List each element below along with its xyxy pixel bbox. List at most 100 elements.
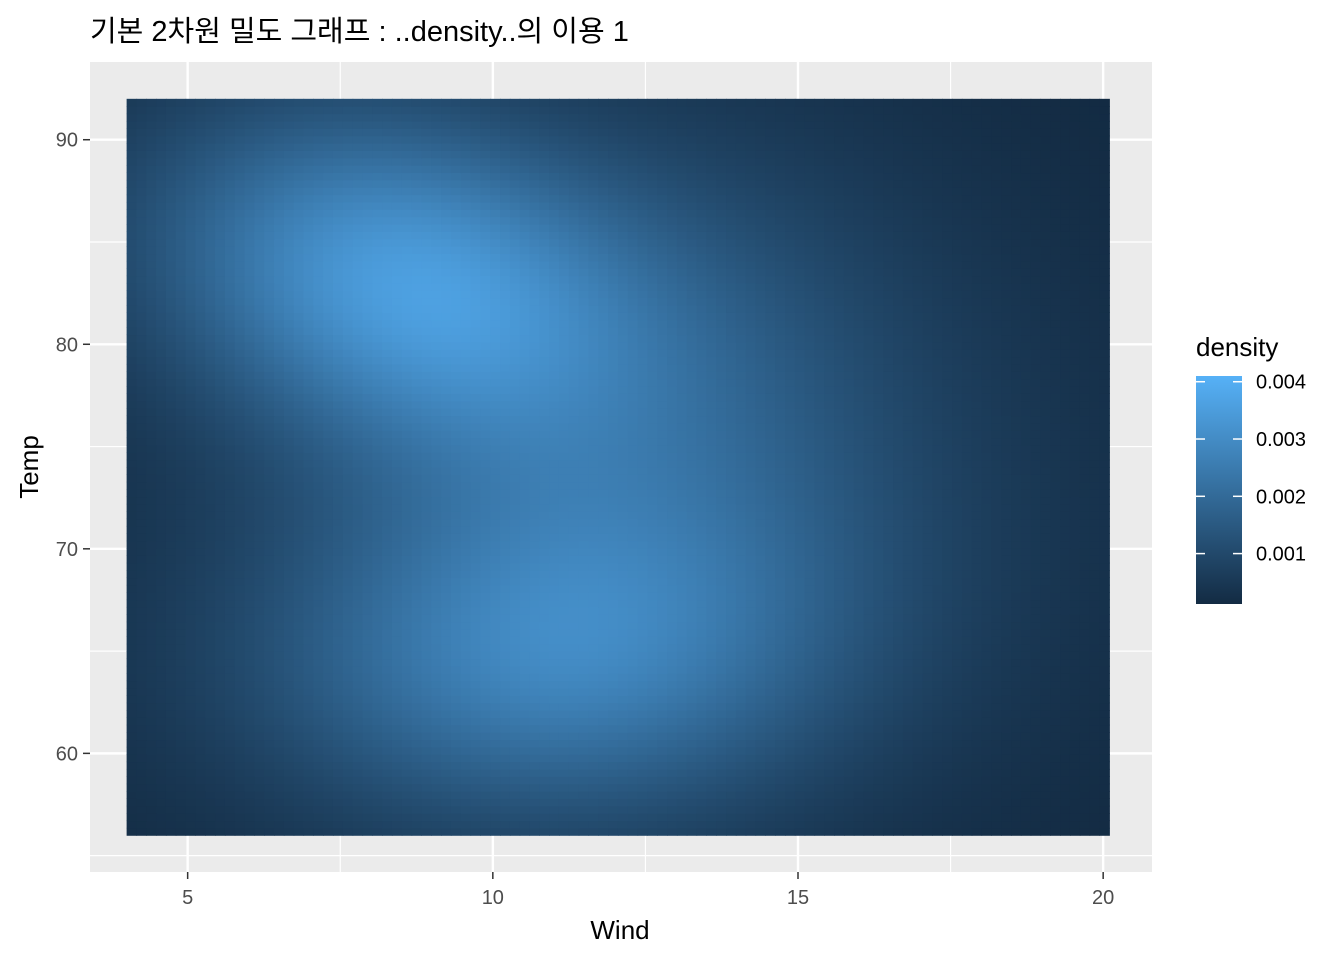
density-cell — [136, 673, 147, 682]
density-cell — [490, 724, 501, 733]
density-cell — [1040, 599, 1051, 608]
density-cell — [991, 820, 1002, 829]
density-cell — [274, 754, 285, 763]
density-cell — [421, 805, 432, 814]
density-cell — [922, 599, 933, 608]
density-cell — [558, 525, 570, 534]
density-cell — [726, 496, 737, 505]
density-cell — [1001, 695, 1012, 704]
density-cell — [785, 474, 796, 483]
density-cell — [1060, 621, 1071, 630]
density-cell — [401, 555, 413, 564]
density-cell — [411, 511, 423, 520]
density-cell — [873, 710, 884, 718]
density-cell — [716, 687, 727, 696]
density-cell — [509, 643, 521, 652]
density-cell — [1060, 562, 1071, 571]
density-cell — [1020, 629, 1032, 637]
density-cell — [274, 562, 285, 571]
density-cell — [244, 724, 255, 733]
density-cell — [775, 636, 786, 645]
density-cell — [185, 643, 197, 652]
density-cell — [549, 599, 560, 608]
density-cell — [676, 813, 688, 822]
density-cell — [441, 518, 452, 527]
density-cell — [500, 555, 511, 564]
density-cell — [1030, 540, 1042, 549]
density-cell — [500, 570, 511, 579]
density-cell — [902, 562, 914, 571]
density-cell — [195, 739, 206, 748]
density-cell — [735, 555, 747, 564]
density-cell — [509, 791, 521, 799]
density-cell — [981, 643, 992, 652]
density-cell — [981, 584, 992, 593]
density-cell — [254, 540, 265, 549]
density-cell — [450, 673, 462, 682]
density-cell — [431, 629, 442, 637]
density-cell — [185, 584, 197, 593]
density-cell — [922, 511, 933, 520]
density-cell — [765, 732, 776, 741]
density-cell — [470, 562, 481, 571]
density-cell — [195, 518, 206, 527]
density-cell — [922, 606, 933, 615]
density-cell — [726, 665, 737, 674]
density-cell — [234, 511, 246, 520]
density-cell — [942, 695, 953, 704]
density-cell — [519, 606, 531, 615]
density-cell — [1020, 621, 1032, 630]
density-cell — [1069, 805, 1081, 814]
density-cell — [942, 570, 953, 579]
density-cell — [696, 680, 707, 689]
density-cell — [283, 636, 295, 645]
density-cell — [814, 555, 825, 564]
density-cell — [853, 783, 865, 792]
density-cell — [794, 717, 806, 726]
density-cell — [932, 710, 943, 718]
density-cell — [657, 481, 668, 490]
density-cell — [834, 599, 845, 608]
density-cell — [617, 511, 629, 520]
density-cell — [323, 717, 334, 726]
density-cell — [205, 636, 216, 645]
density-cell — [234, 768, 246, 777]
density-cell — [775, 503, 786, 512]
density-cell — [401, 776, 413, 785]
density-cell — [952, 761, 963, 770]
density-cell — [716, 540, 727, 549]
density-cell — [755, 754, 766, 763]
density-cell — [1001, 584, 1012, 593]
density-cell — [794, 768, 806, 777]
density-cell — [529, 776, 540, 785]
density-cell — [873, 702, 884, 711]
density-cell — [1089, 827, 1101, 836]
density-cell — [971, 798, 983, 807]
density-cell — [205, 614, 216, 623]
density-cell — [745, 798, 757, 807]
density-cell — [1050, 570, 1061, 579]
density-cell — [961, 503, 973, 512]
density-cell — [824, 481, 835, 490]
density-cell — [224, 739, 236, 748]
density-cell — [853, 776, 865, 785]
density-cell — [450, 562, 462, 571]
density-cell — [519, 695, 531, 704]
density-cell — [234, 555, 246, 564]
density-cell — [500, 702, 511, 711]
density-cell — [264, 599, 275, 608]
density-cell — [332, 489, 344, 498]
density-cell — [863, 813, 875, 822]
density-cell — [981, 481, 992, 490]
density-cell — [834, 540, 845, 549]
density-cell — [254, 732, 265, 741]
density-cell — [136, 680, 147, 689]
density-cell — [215, 621, 226, 630]
density-cell — [293, 496, 305, 505]
density-cell — [342, 496, 354, 505]
density-cell — [893, 724, 904, 733]
density-cell — [1060, 503, 1071, 512]
density-cell — [146, 702, 157, 711]
density-cell — [411, 629, 423, 637]
density-cell — [1011, 629, 1022, 637]
